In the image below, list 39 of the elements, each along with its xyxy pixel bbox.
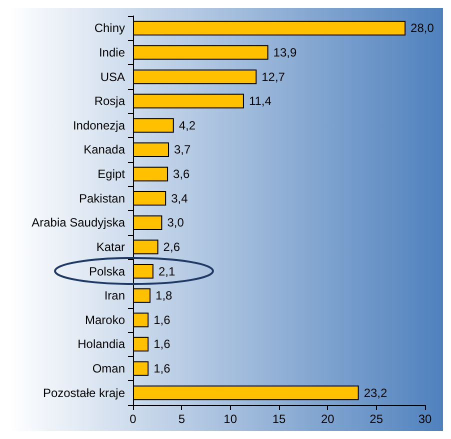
y-tick-label: Egipt [98, 167, 126, 182]
y-tick-label: Holandia [78, 337, 126, 352]
data-label: 13,9 [273, 45, 297, 60]
y-tick-label: Iran [104, 288, 125, 303]
y-tick-label: Maroko [84, 312, 126, 327]
x-tick-label: 25 [370, 412, 384, 426]
y-tick-label: Rosja [94, 94, 126, 108]
y-tick-label: Polska [88, 264, 126, 278]
x-tick-label: 0 [130, 412, 137, 426]
x-tick-label: 15 [272, 412, 286, 426]
y-tick-label: Oman [92, 362, 125, 376]
data-label: 28,0 [410, 21, 434, 36]
data-label: 12,7 [262, 70, 286, 84]
x-tick-label: 30 [418, 412, 432, 426]
data-label: 11,4 [248, 94, 272, 108]
data-label: 3,0 [167, 216, 184, 230]
data-label: 1,6 [154, 337, 171, 352]
data-label: 3,6 [173, 167, 190, 182]
data-label: 3,7 [174, 142, 192, 157]
data-label: 4,2 [178, 118, 196, 132]
x-tick-label: 20 [320, 412, 335, 426]
data-label: 2,6 [163, 240, 180, 254]
y-tick-label: Chiny [94, 21, 125, 36]
data-label: 1,8 [156, 288, 173, 303]
y-tick-label: Indie [98, 45, 126, 60]
data-label: 23,2 [364, 386, 388, 400]
y-tick-label: Pozostałe kraje [42, 386, 126, 400]
y-tick-label: Katar [96, 240, 125, 254]
y-tick-label: Pakistan [78, 191, 125, 206]
y-tick-label: USA [100, 70, 125, 84]
x-tick-label: 5 [178, 412, 186, 426]
x-tick-label: 10 [224, 412, 238, 426]
data-label: 2,1 [158, 264, 176, 278]
data-label: 1,6 [154, 362, 171, 376]
data-label: 1,6 [154, 312, 171, 327]
y-tick-label: Indonezja [72, 118, 126, 132]
y-tick-label: Kanada [84, 142, 126, 157]
y-tick-label: Arabia Saudyjska [32, 216, 126, 230]
data-label: 3,4 [171, 191, 188, 206]
